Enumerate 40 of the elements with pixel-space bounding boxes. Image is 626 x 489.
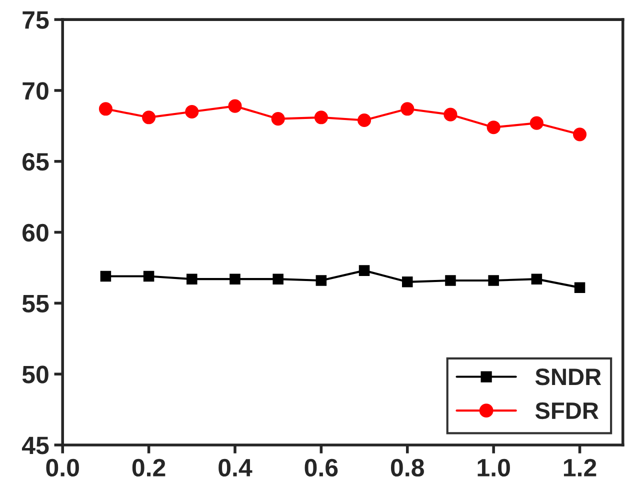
x-tick-label: 0.6 bbox=[304, 458, 338, 477]
y-tick-label: 70 bbox=[22, 82, 48, 100]
point bbox=[486, 120, 500, 134]
x-tick-label: 0.8 bbox=[390, 458, 424, 477]
x-tick-label: 0.2 bbox=[132, 458, 166, 477]
point bbox=[230, 274, 240, 284]
point bbox=[400, 102, 414, 116]
y-tick-label: 65 bbox=[22, 152, 49, 171]
legend-label: SFDR bbox=[535, 402, 599, 420]
point bbox=[185, 104, 199, 119]
y-tick-label: 50 bbox=[22, 366, 48, 384]
point bbox=[488, 275, 499, 286]
point bbox=[358, 265, 370, 276]
x-tick-label: 1.2 bbox=[564, 458, 596, 476]
point bbox=[531, 274, 542, 284]
point bbox=[316, 275, 327, 286]
point bbox=[573, 128, 587, 142]
point bbox=[98, 102, 112, 116]
point bbox=[272, 274, 284, 284]
y-tick-label: 55 bbox=[22, 295, 49, 312]
point bbox=[142, 110, 156, 124]
y-tick-label: 75 bbox=[22, 11, 49, 29]
x-tick-label: 0.4 bbox=[218, 458, 252, 477]
x-tick-label: 1.0 bbox=[478, 458, 510, 477]
point bbox=[143, 270, 154, 282]
point bbox=[100, 270, 112, 282]
y-tick-label: 60 bbox=[22, 224, 48, 242]
point bbox=[186, 274, 198, 284]
point bbox=[271, 112, 285, 126]
point bbox=[530, 116, 544, 130]
point bbox=[574, 282, 586, 293]
point bbox=[444, 108, 458, 122]
point bbox=[228, 99, 242, 113]
y-tick-label: 45 bbox=[22, 436, 49, 454]
point bbox=[402, 276, 413, 288]
x-tick-label: 0.0 bbox=[46, 458, 79, 477]
legend-label: SNDR bbox=[535, 368, 602, 386]
point bbox=[314, 110, 328, 124]
point bbox=[358, 113, 372, 128]
point bbox=[445, 275, 456, 286]
